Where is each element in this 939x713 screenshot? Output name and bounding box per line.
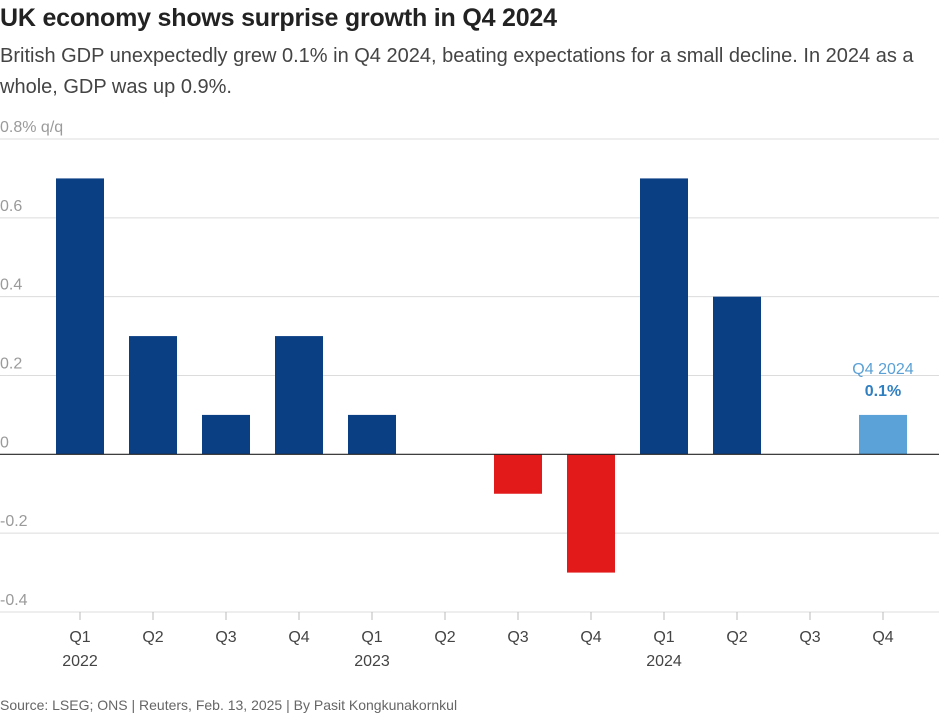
year-label: 2024 [646, 653, 682, 670]
x-tick-label: Q2 [726, 629, 747, 646]
year-label: 2023 [354, 653, 390, 670]
bar [202, 414, 250, 455]
labels: 0.8% q/q 0.6 0.4 0.2 0 -0.2 -0.4 Q1 Q2 Q3 Q4 Q1 Q2 Q3… [0, 119, 914, 670]
axes [0, 453, 939, 620]
bar [640, 178, 688, 455]
bar [129, 336, 177, 455]
bar [494, 454, 542, 494]
gridlines [0, 138, 939, 613]
bar-chart: 0.8% q/q 0.6 0.4 0.2 0 -0.2 -0.4 Q1 Q2 Q3 Q4 Q1 Q2 Q3… [0, 119, 939, 670]
bar [275, 336, 323, 455]
y-tick-label: 0.2 [0, 356, 22, 373]
annotation-label: Q4 2024 [852, 361, 913, 378]
y-tick-label: 0.4 [0, 277, 22, 294]
x-tick-label: Q1 [69, 629, 90, 646]
bar [56, 178, 104, 455]
x-tick-label: Q1 [653, 629, 674, 646]
x-tick-label: Q1 [361, 629, 382, 646]
bars [56, 178, 907, 573]
x-tick-label: Q4 [288, 629, 309, 646]
chart-subtitle: British GDP unexpectedly grew 0.1% in Q4… [0, 45, 914, 98]
bar [859, 414, 907, 455]
x-tick-label: Q3 [507, 629, 528, 646]
y-tick-label: -0.4 [0, 592, 28, 609]
bar [713, 296, 761, 455]
source-note: Source: LSEG; ONS | Reuters, Feb. 13, 20… [0, 697, 458, 713]
x-tick-label: Q4 [580, 629, 601, 646]
year-label: 2022 [62, 653, 98, 670]
chart-title: UK economy shows surprise growth in Q4 2… [0, 4, 557, 32]
x-tick-label: Q3 [215, 629, 236, 646]
y-tick-label: 0.6 [0, 198, 22, 215]
bar [567, 454, 615, 573]
y-tick-label: 0.8% q/q [0, 119, 63, 136]
annotation-value: 0.1% [865, 383, 901, 400]
y-tick-label: -0.2 [0, 513, 28, 530]
bar [348, 414, 396, 455]
x-tick-label: Q2 [434, 629, 455, 646]
x-tick-label: Q3 [799, 629, 820, 646]
y-tick-label: 0 [0, 434, 9, 451]
x-tick-label: Q2 [142, 629, 163, 646]
x-tick-label: Q4 [872, 629, 893, 646]
